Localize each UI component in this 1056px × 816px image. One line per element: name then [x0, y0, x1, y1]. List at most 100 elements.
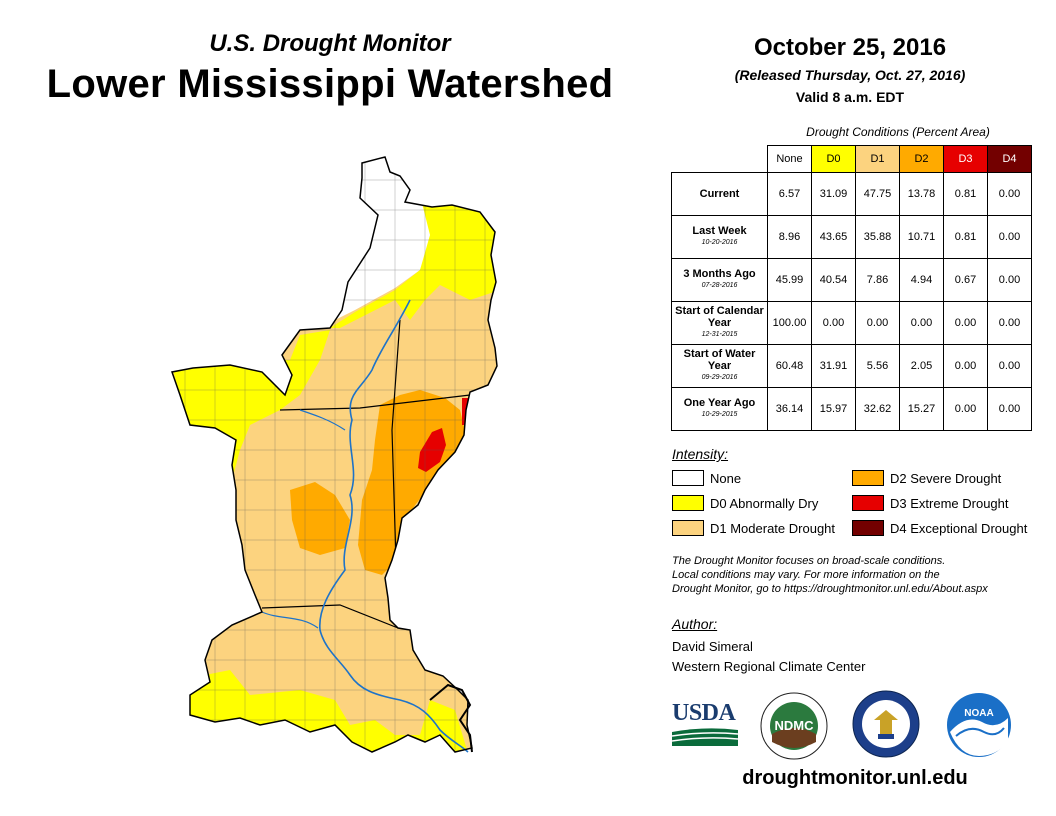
- cell-d0: 31.09: [811, 172, 856, 216]
- legend: None D0 Abnormally Dry D1 Moderate Droug…: [672, 470, 1044, 540]
- cell-d1: 47.75: [855, 172, 900, 216]
- cell-d2: 0.00: [899, 301, 944, 345]
- cell-d4: 0.00: [987, 215, 1032, 259]
- cell-d3: 0.81: [943, 172, 988, 216]
- legend-item-none: None: [672, 470, 741, 486]
- cell-none: 6.57: [767, 172, 812, 216]
- table-row: 3 Months Ago 07-28-2016 45.99 40.54 7.86 …: [671, 258, 1032, 302]
- usda-logo-text: USDA: [672, 700, 736, 726]
- cell-d4: 0.00: [987, 301, 1032, 345]
- d0-north: [330, 195, 497, 328]
- note-line: Local conditions may vary. For more info…: [672, 569, 940, 581]
- mississippi-river: [319, 299, 469, 753]
- legend-swatch: [852, 495, 884, 511]
- disclaimer-note: The Drought Monitor focuses on broad-sca…: [672, 554, 1042, 596]
- row-date: 10-29-2015: [701, 411, 738, 418]
- cell-none: 45.99: [767, 258, 812, 302]
- col-header-d3: D3: [943, 145, 988, 173]
- legend-item-d3: D3 Extreme Drought: [852, 495, 1009, 511]
- usda-hills-icon: [671, 728, 739, 746]
- table-row: One Year Ago 10-29-2015 36.14 15.97 32.62…: [671, 387, 1032, 431]
- valid-time: Valid 8 a.m. EDT: [795, 89, 905, 105]
- col-header-d2: D2: [899, 145, 944, 173]
- author-org: Western Regional Climate Center: [672, 659, 866, 674]
- commerce-seal-logo: [852, 690, 920, 758]
- author-block: David Simeral Western Regional Climate C…: [672, 637, 865, 677]
- release-date: (Released Thursday, Oct. 27, 2016): [734, 67, 966, 83]
- arkansas-river: [299, 409, 346, 431]
- legend-label: D1 Moderate Drought: [710, 520, 836, 536]
- legend-swatch: [672, 520, 704, 536]
- map-subtitle: U.S. Drought Monitor: [209, 30, 451, 57]
- legend-item-d2: D2 Severe Drought: [852, 470, 1001, 486]
- table-row: Last Week 10-20-2016 8.96 43.65 35.88 10.…: [671, 215, 1032, 259]
- legend-item-d1: D1 Moderate Drought: [672, 520, 835, 536]
- cell-d1: 35.88: [855, 215, 900, 259]
- row-date: 12-31-2015: [701, 331, 738, 338]
- cell-d3: 0.00: [943, 387, 988, 431]
- cell-d0: 40.54: [811, 258, 856, 302]
- cell-d4: 0.00: [987, 172, 1032, 216]
- note-line: Drought Monitor, go to https://droughtmo…: [672, 583, 988, 595]
- cell-d1: 5.56: [855, 344, 900, 388]
- row-date: 09-29-2016: [701, 374, 738, 381]
- row-label: 3 Months Ago 07-28-2016: [671, 258, 768, 302]
- cell-d3: 0.00: [943, 344, 988, 388]
- cell-d2: 15.27: [899, 387, 944, 431]
- row-label: Start of Calendar Year 12-31-2015: [671, 301, 768, 345]
- site-url[interactable]: droughtmonitor.unl.edu: [742, 767, 968, 789]
- cell-d4: 0.00: [987, 258, 1032, 302]
- drought-map: [171, 156, 498, 753]
- map-date: October 25, 2016: [753, 34, 947, 61]
- cell-d4: 0.00: [987, 387, 1032, 431]
- table-body: Current 6.57 31.09 47.75 13.78 0.81 0.00…: [671, 172, 1032, 431]
- cell-d0: 43.65: [811, 215, 856, 259]
- ndmc-logo: NDMC: [760, 692, 828, 760]
- map-title: Lower Mississippi Watershed: [46, 62, 614, 106]
- table-row: Start of Calendar Year 12-31-2015 100.00 …: [671, 301, 1032, 345]
- legend-swatch: [672, 470, 704, 486]
- legend-swatch: [852, 520, 884, 536]
- legend-label: D2 Severe Drought: [890, 470, 1002, 486]
- row-label: Last Week 10-20-2016: [671, 215, 768, 259]
- legend-item-d0: D0 Abnormally Dry: [672, 495, 818, 511]
- col-header-d0: D0: [811, 145, 856, 173]
- row-label: Start of Water Year 09-29-2016: [671, 344, 768, 388]
- cell-d2: 4.94: [899, 258, 944, 302]
- legend-swatch: [672, 495, 704, 511]
- legend-label: None: [710, 470, 742, 486]
- cell-d3: 0.00: [943, 301, 988, 345]
- author-name: David Simeral: [672, 639, 753, 654]
- note-line: The Drought Monitor focuses on broad-sca…: [672, 555, 946, 567]
- coastline: [429, 683, 473, 753]
- table-row: Start of Water Year 09-29-2016 60.48 31.9…: [671, 344, 1032, 388]
- cell-d1: 32.62: [855, 387, 900, 431]
- row-label: One Year Ago 10-29-2015: [671, 387, 768, 431]
- cell-d2: 2.05: [899, 344, 944, 388]
- row-date: 10-20-2016: [701, 239, 738, 246]
- legend-label: D3 Extreme Drought: [890, 495, 1009, 511]
- legend-label: D0 Abnormally Dry: [710, 495, 819, 511]
- legend-title: Intensity:: [672, 446, 729, 462]
- cell-d3: 0.81: [943, 215, 988, 259]
- noaa-logo-text: NOAA: [964, 708, 993, 719]
- ndmc-logo-text: NDMC: [775, 718, 815, 733]
- cell-d0: 15.97: [811, 387, 856, 431]
- cell-d2: 10.71: [899, 215, 944, 259]
- col-header-none: None: [767, 145, 812, 173]
- legend-swatch: [852, 470, 884, 486]
- author-heading: Author:: [672, 616, 718, 632]
- legend-item-d4: D4 Exceptional Drought: [852, 520, 1027, 536]
- row-label: Current: [671, 172, 768, 216]
- usda-logo: USDA: [671, 700, 739, 748]
- cell-d1: 7.86: [855, 258, 900, 302]
- cell-d1: 0.00: [855, 301, 900, 345]
- red-river: [261, 611, 319, 629]
- noaa-logo: NOAA: [947, 693, 1011, 757]
- cell-none: 60.48: [767, 344, 812, 388]
- cell-d0: 31.91: [811, 344, 856, 388]
- col-header-d1: D1: [855, 145, 900, 173]
- legend-label: D4 Exceptional Drought: [890, 520, 1028, 536]
- cell-none: 100.00: [767, 301, 812, 345]
- col-header-d4: D4: [987, 145, 1032, 173]
